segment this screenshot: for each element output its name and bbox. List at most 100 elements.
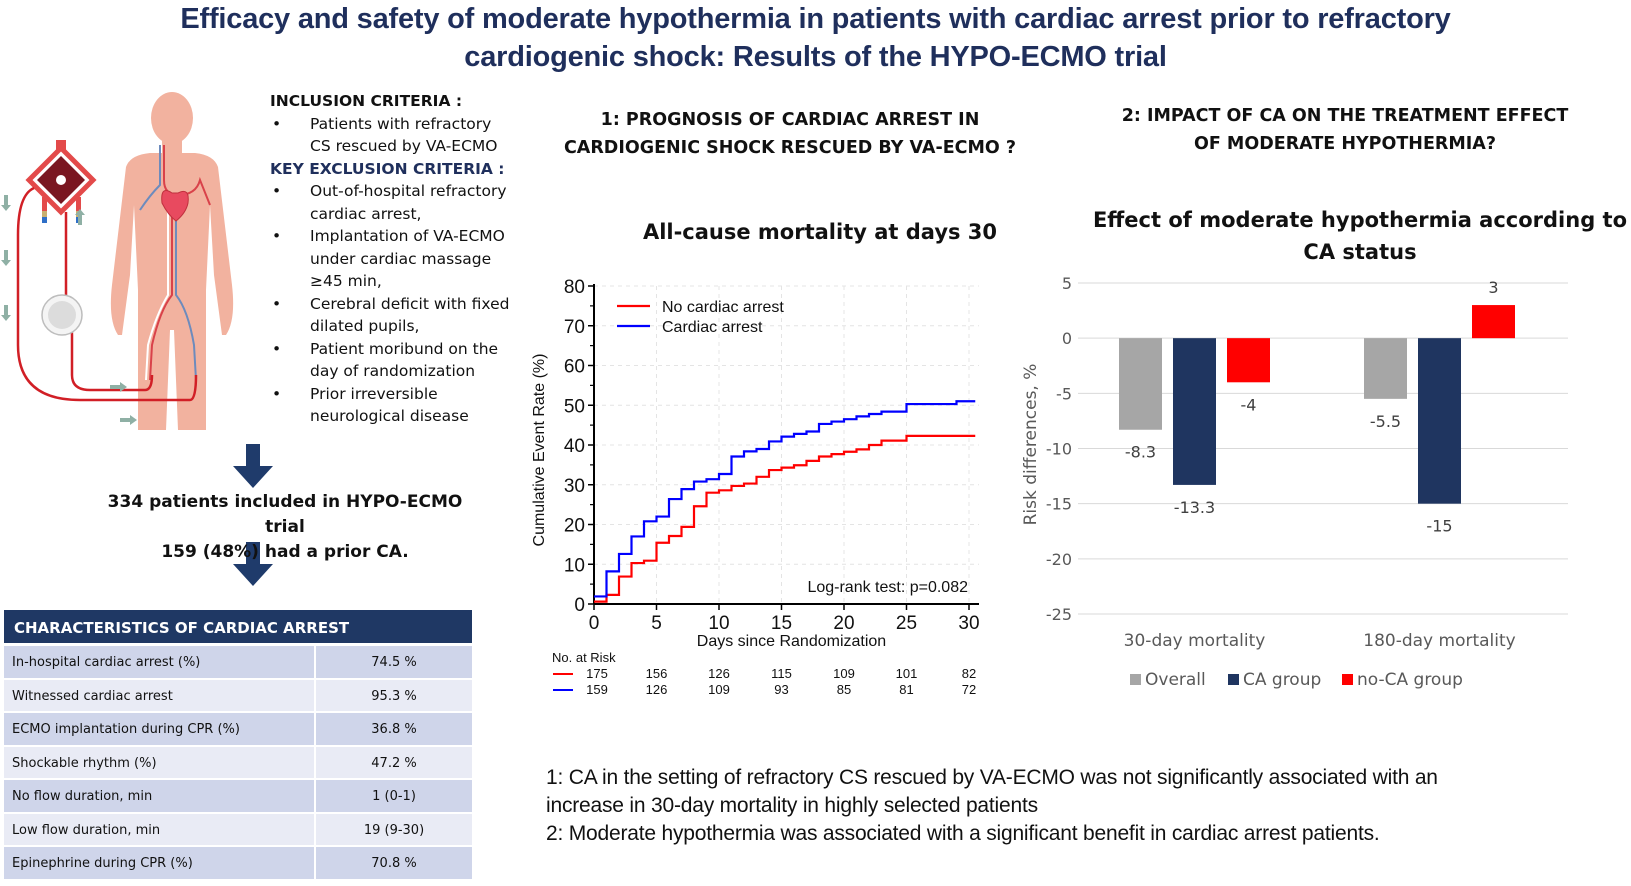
y-tick-label: -20: [1046, 550, 1072, 569]
at-risk-value: 93: [774, 682, 788, 697]
bullet-icon: •: [272, 227, 282, 245]
conclusion-1-line-2: increase in 30-day mortality in highly s…: [546, 794, 1038, 817]
bullet-icon: •: [272, 294, 282, 313]
at-risk-value: 109: [833, 666, 855, 681]
at-risk-value: 109: [708, 682, 730, 697]
row-label: Witnessed cardiac arrest: [4, 679, 316, 711]
exclusion-item: • Out-of-hospital refractory cardiac arre…: [272, 182, 507, 223]
table-row: ECMO implantation during CPR (%) 36.8 %: [4, 713, 472, 747]
bar-no-ca-group: [1472, 305, 1515, 339]
exclusion-heading: KEY EXCLUSION CRITERIA :: [270, 159, 505, 178]
inclusion-list: • Patients with refractory CS rescued by …: [270, 113, 515, 158]
exclusion-item: • Cerebral deficit with fixed dilated pup…: [272, 294, 510, 336]
bar-ca-group: [1418, 338, 1461, 504]
y-axis-label: Cumulative Event Rate (%): [531, 354, 548, 547]
exclusion-item: • Implantation of VA-ECMO under cardiac m…: [272, 227, 505, 290]
data-label: -4: [1241, 395, 1257, 414]
enrollment-line-2: 159 (48%) had a prior CA.: [161, 542, 409, 562]
data-label: -15: [1426, 517, 1452, 536]
flow-arrows: [1, 195, 137, 425]
at-risk-value: 159: [586, 682, 608, 697]
section-1-title: 1: PROGNOSIS OF CARDIAC ARREST IN CARDIO…: [563, 110, 1017, 158]
at-risk-value: 101: [896, 666, 918, 681]
x-axis-label: Days since Randomization: [697, 633, 886, 650]
ca-characteristics-table: CHARACTERISTICS OF CARDIAC ARREST In-hos…: [4, 610, 472, 881]
bullet-icon: •: [272, 114, 282, 133]
y-tick-label: 60: [564, 357, 585, 378]
y-tick-label: 10: [564, 555, 585, 576]
infographic-title: Efficacy and safety of moderate hypother…: [0, 0, 1631, 76]
row-value: 1 (0-1): [372, 789, 416, 804]
table-row: In-hospital cardiac arrest (%) 74.5 %: [4, 646, 472, 680]
heart-icon: [161, 190, 189, 222]
title-line-1: Efficacy and safety of moderate hypother…: [180, 3, 1451, 35]
km-curve-no-cardiac-arrest: [594, 434, 976, 603]
at-risk-value: 72: [962, 682, 976, 697]
data-label: 3: [1488, 278, 1498, 297]
bullet-icon: •: [272, 384, 282, 403]
category-label: 30-day mortality: [1124, 631, 1266, 651]
conclusion-1-line-1: 1: CA in the setting of refractory CS re…: [546, 766, 1438, 789]
y-tick-label: -15: [1046, 495, 1072, 514]
bullet-icon: •: [272, 182, 282, 200]
bar-overall: [1119, 338, 1162, 430]
bar-overall: [1364, 338, 1407, 399]
legend-label: Overall: [1145, 670, 1206, 690]
at-risk-value: 81: [899, 682, 913, 697]
km-curve-cardiac-arrest: [594, 400, 976, 598]
table-row: Shockable rhythm (%) 47.2 %: [4, 746, 472, 780]
row-value: 74.5 %: [371, 655, 417, 670]
inclusion-heading: INCLUSION CRITERIA :: [270, 92, 463, 110]
log-rank-annotation: Log-rank test: p=0.082: [807, 579, 968, 596]
row-value: 95.3 %: [371, 688, 417, 704]
inclusion-item: • Patients with refractory CS rescued by …: [272, 114, 498, 156]
oxygenator-icon: [25, 140, 97, 223]
data-label: -8.3: [1125, 443, 1156, 462]
legend-label: CA group: [1243, 670, 1321, 690]
legend-swatch: [1342, 674, 1353, 685]
row-value: 19 (9-30): [363, 822, 425, 838]
row-label: ECMO implantation during CPR (%): [4, 713, 316, 745]
x-tick-label: 20: [833, 613, 854, 634]
y-tick-label: -5: [1056, 384, 1072, 403]
table-header: CHARACTERISTICS OF CARDIAC ARREST: [4, 610, 472, 646]
table-row: Witnessed cardiac arrest 95.3 %: [4, 679, 472, 713]
at-risk-value: 126: [708, 666, 730, 681]
at-risk-label: No. at Risk: [552, 650, 616, 665]
centrifugal-pump-icon: [41, 294, 83, 336]
title-line-2: cardiogenic shock: Results of the HYPO-E…: [464, 41, 1167, 73]
legend-label: Cardiac arrest: [662, 319, 763, 336]
enrollment-summary: 334 patients included in HYPO-ECMO trial…: [90, 490, 480, 565]
at-risk-value: 126: [646, 682, 668, 697]
y-tick-label: 30: [564, 476, 585, 497]
row-label: Epinephrine during CPR (%): [4, 847, 316, 879]
x-tick-label: 0: [589, 613, 600, 634]
criteria-panel: INCLUSION CRITERIA : • Patients with refr…: [270, 90, 515, 428]
bullet-icon: •: [272, 339, 282, 358]
conclusions: 1: CA in the setting of refractory CS re…: [546, 764, 1631, 848]
legend-swatch: [1228, 674, 1239, 685]
exclusion-item: • Patient moribund on the day of randomiz…: [272, 339, 499, 381]
y-tick-label: 80: [564, 277, 585, 298]
human-body-icon: [110, 92, 234, 430]
row-label: In-hospital cardiac arrest (%): [4, 646, 316, 678]
bar-ca-group: [1173, 338, 1216, 485]
at-risk-value: 85: [837, 682, 851, 697]
at-risk-value: 82: [962, 666, 976, 681]
y-tick-label: 70: [564, 317, 585, 338]
y-axis-label: Risk differences, %: [1021, 364, 1041, 526]
data-label: -13.3: [1174, 498, 1215, 517]
row-value: 36.8 %: [371, 722, 417, 737]
table-row: Epinephrine during CPR (%) 70.8 %: [4, 847, 472, 881]
exclusion-item: • Prior irreversible neurological disease: [272, 384, 469, 426]
y-tick-label: 0: [1062, 329, 1072, 348]
conclusion-2: 2: Moderate hypothermia was associated w…: [546, 822, 1380, 845]
x-tick-label: 10: [708, 613, 729, 634]
at-risk-value: 175: [586, 666, 608, 681]
bar-no-ca-group: [1227, 338, 1270, 383]
y-tick-label: 5: [1062, 274, 1072, 293]
table-row: Low flow duration, min 19 (9-30): [4, 813, 472, 847]
legend-label: No cardiac arrest: [662, 299, 784, 316]
row-label: No flow duration, min: [4, 780, 316, 812]
